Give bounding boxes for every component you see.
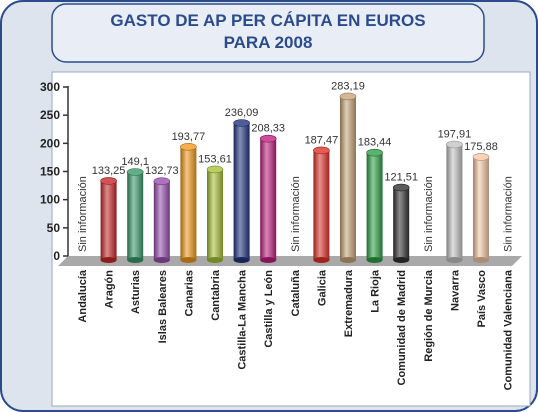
bar-top xyxy=(259,134,277,143)
title-box xyxy=(51,3,485,63)
chart-title: PARA 2008 xyxy=(224,33,313,52)
bar xyxy=(153,181,170,260)
x-tick-label: Región de Murcia xyxy=(423,269,435,362)
bar xyxy=(366,152,383,260)
value-label: 149,1 xyxy=(121,156,149,168)
value-label: 187,47 xyxy=(305,134,339,146)
bar-top xyxy=(313,146,330,155)
bar xyxy=(100,180,117,260)
bar-top xyxy=(366,148,383,157)
value-label: 183,44 xyxy=(358,137,392,149)
bar xyxy=(207,169,223,260)
bar-top xyxy=(100,177,117,185)
bar xyxy=(180,146,197,260)
value-label: 121,51 xyxy=(384,172,418,184)
bar-top xyxy=(126,168,144,176)
bar-base xyxy=(260,257,277,263)
bar-base xyxy=(100,257,117,263)
x-tick-label: Cantabria xyxy=(210,269,222,321)
bar xyxy=(127,172,144,260)
x-tick-label: Navarra xyxy=(449,269,461,311)
value-label: 236,09 xyxy=(225,107,259,119)
bar xyxy=(473,156,489,260)
x-tick-label: Galicia xyxy=(316,269,328,306)
bar xyxy=(313,150,330,260)
y-tick-label: 300 xyxy=(40,80,60,94)
x-tick-label: Asturias xyxy=(130,270,142,314)
x-tick-label: País Vasco xyxy=(476,270,488,328)
value-label: 197,91 xyxy=(438,129,472,141)
value-label: Sin información xyxy=(290,176,302,252)
bar-base xyxy=(473,257,489,263)
x-tick-label: Aragón xyxy=(104,270,116,309)
y-tick-label: 200 xyxy=(40,136,60,150)
value-label: 133,25 xyxy=(92,165,126,177)
bar-base xyxy=(393,257,410,263)
bar-base xyxy=(366,257,383,263)
x-tick-label: Islas Baleares xyxy=(157,270,169,343)
value-label: 208,33 xyxy=(251,123,285,135)
y-tick-label: 100 xyxy=(40,193,60,207)
bar-base xyxy=(180,257,197,263)
bar-base xyxy=(127,257,144,263)
y-tick-label: 250 xyxy=(40,108,60,122)
value-label: Sin información xyxy=(503,176,515,252)
bar-base xyxy=(446,257,463,263)
bar-top xyxy=(233,119,250,127)
y-tick-label: 0 xyxy=(53,249,60,263)
value-label: 153,61 xyxy=(198,153,232,165)
bar xyxy=(446,144,463,260)
x-tick-label: La Rioja xyxy=(370,269,382,313)
bar xyxy=(393,187,410,260)
y-tick-label: 50 xyxy=(47,221,61,235)
value-label: 193,77 xyxy=(172,131,206,143)
bar-top xyxy=(180,143,197,151)
bar-top xyxy=(392,183,410,192)
bar xyxy=(340,96,356,260)
x-tick-label: Castilla y León xyxy=(263,270,275,348)
x-tick-label: Castilla-La Mancha xyxy=(237,269,249,370)
x-tick-label: Canarias xyxy=(183,270,195,316)
value-label: 283,19 xyxy=(331,80,365,92)
bar xyxy=(233,123,250,261)
bar-top xyxy=(446,140,463,149)
chart-title: GASTO DE AP PER CÁPITA EN EUROS xyxy=(110,11,425,30)
value-label: Sin información xyxy=(77,176,89,252)
bar-top xyxy=(339,92,357,101)
bar-base xyxy=(340,257,356,263)
x-tick-label: Extremadura xyxy=(343,269,355,337)
bar-top xyxy=(206,165,224,174)
bar-base xyxy=(207,257,223,263)
value-label: Sin información xyxy=(423,176,435,252)
x-tick-label: Comunidad Valenciana xyxy=(503,269,515,390)
bar-base xyxy=(313,257,330,263)
bar-base xyxy=(233,257,250,263)
x-tick-label: Comunidad de Madrid xyxy=(396,270,408,386)
x-tick-label: Cataluña xyxy=(290,269,302,316)
value-label: 175,88 xyxy=(464,141,498,153)
bar xyxy=(260,138,277,260)
bar-top xyxy=(472,153,490,161)
bar-top xyxy=(153,177,171,186)
bar-base xyxy=(153,257,170,263)
value-label: 132,73 xyxy=(145,165,179,177)
x-tick-label: Andalucía xyxy=(77,269,89,322)
y-tick-label: 150 xyxy=(40,165,60,179)
